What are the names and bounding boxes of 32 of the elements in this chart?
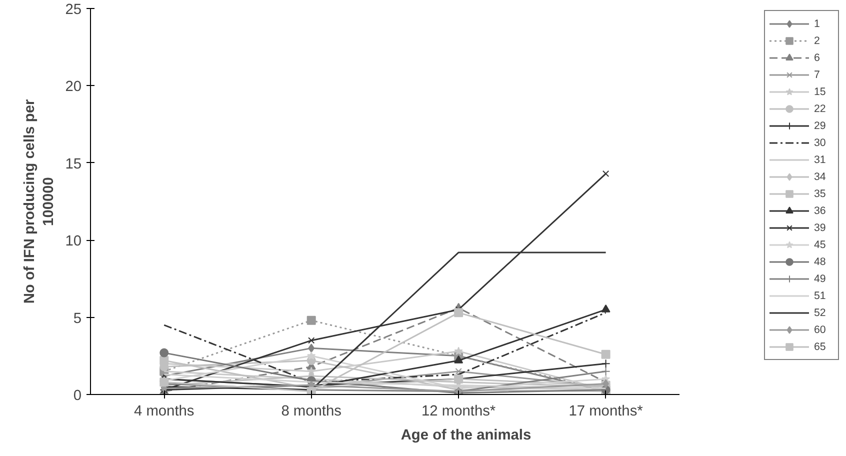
y-tick-label: 10 (65, 234, 82, 250)
y-tick-label: 0 (73, 388, 82, 404)
legend-label: 31 (814, 152, 827, 168)
x-tick-label: 8 months (281, 404, 342, 420)
legend-label: 49 (814, 272, 827, 286)
x-tick-label: 12 months* (422, 404, 496, 420)
legend-label: 39 (814, 220, 827, 236)
legend-label: 34 (814, 170, 827, 184)
legend-label: 30 (814, 136, 827, 150)
legend-label: 60 (814, 322, 827, 338)
y-tick-label: 20 (65, 79, 82, 96)
x-tick-label: 17 months* (568, 404, 644, 420)
legend-label: 6 (814, 50, 821, 66)
y-tick-label: 15 (65, 156, 82, 172)
legend-label: 36 (814, 204, 827, 218)
legend-label: 65 (814, 340, 827, 354)
legend-label: 22 (814, 102, 827, 116)
y-tick-label: 5 (73, 310, 82, 327)
y-axis-title: No of IFN producing cells per 100000 (22, 99, 58, 304)
legend-label: 48 (814, 254, 827, 270)
legend-label: 35 (814, 186, 827, 202)
legend-label: 7 (814, 68, 821, 82)
x-axis-title: Age of the animals (400, 428, 532, 444)
legend-label: 29 (814, 118, 827, 134)
legend-label: 2 (814, 34, 821, 48)
x-tick-label: 4 months (134, 404, 194, 420)
legend-label: 52 (814, 306, 827, 320)
legend-label: 1 (814, 16, 821, 32)
y-tick-label: 25 (65, 2, 82, 18)
legend-label: 15 (814, 84, 827, 100)
legend-label: 45 (814, 238, 827, 252)
legend-label: 51 (814, 288, 827, 304)
